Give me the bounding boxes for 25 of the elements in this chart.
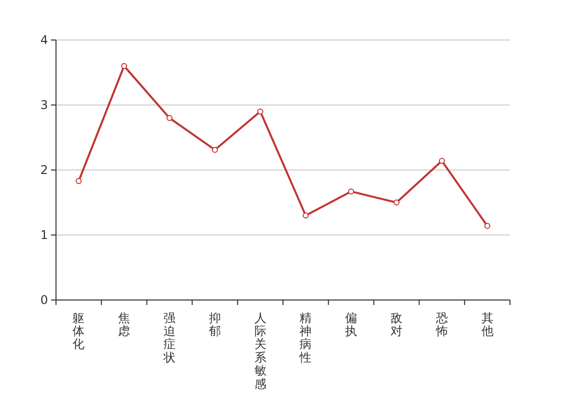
x-tick-label: 精神病性 — [298, 310, 312, 364]
x-tick-label: 躯体化 — [72, 310, 85, 352]
point — [438, 158, 445, 164]
point — [394, 200, 400, 206]
x-tick-label: 焦虑 — [118, 310, 130, 338]
x-tick-label: 强迫症状 — [162, 310, 176, 364]
x-tick-label: 恐怖 — [434, 310, 448, 338]
x-tick-label: 其他 — [481, 310, 494, 338]
x-tick-label: 敌对 — [390, 310, 402, 338]
point — [348, 188, 354, 194]
point — [302, 212, 309, 218]
point — [76, 178, 82, 184]
y-tick-label: 4 — [40, 33, 48, 47]
y-tick-label: 1 — [40, 228, 48, 242]
point — [484, 222, 490, 229]
x-tick-label: 人际关系敏感 — [254, 310, 266, 391]
y-tick-label: 2 — [40, 163, 48, 177]
point — [166, 115, 172, 121]
x-tick-label: 偏执 — [345, 310, 358, 338]
point — [257, 108, 264, 114]
x-tick-label: 抑郁 — [208, 310, 221, 338]
y-tick-label: 3 — [40, 98, 48, 112]
y-tick-label: 0 — [40, 293, 48, 307]
point — [212, 146, 218, 153]
point — [121, 63, 128, 69]
